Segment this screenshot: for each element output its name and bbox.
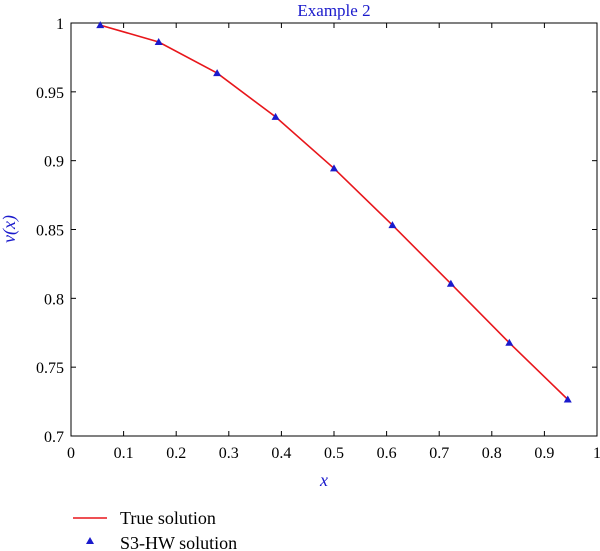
y-tick-label: 1 bbox=[56, 16, 64, 33]
s3-hw-solution-point bbox=[154, 37, 163, 45]
y-tick-label: 0.7 bbox=[44, 429, 64, 446]
x-tick-label: 0.4 bbox=[271, 445, 291, 462]
x-tick-label: 0 bbox=[67, 445, 75, 462]
y-tick-label: 0.75 bbox=[36, 360, 64, 377]
x-tick-labels: 0 0.1 0.2 0.3 0.4 0.5 0.6 0.7 0.8 0.9 1 bbox=[67, 445, 600, 462]
s3-hw-solution-point bbox=[505, 338, 514, 346]
s3-hw-solution-point bbox=[213, 69, 222, 77]
s3-hw-solution-point bbox=[563, 395, 572, 403]
axis-ticks bbox=[70, 22, 598, 437]
series-s3-hw-solution bbox=[96, 21, 572, 403]
x-tick-label: 0.3 bbox=[219, 445, 239, 462]
x-tick-label: 0.8 bbox=[482, 445, 502, 462]
true-solution-line bbox=[99, 24, 569, 401]
y-tick-labels: 0.7 0.75 0.8 0.85 0.9 0.95 1 bbox=[36, 16, 64, 446]
s3-hw-solution-point bbox=[446, 279, 455, 287]
x-tick-label: 0.2 bbox=[166, 445, 186, 462]
y-tick-label: 0.95 bbox=[36, 85, 64, 102]
y-tick-label: 0.85 bbox=[36, 223, 64, 240]
x-tick-label: 0.5 bbox=[324, 445, 344, 462]
x-tick-label: 0.9 bbox=[534, 445, 554, 462]
x-axis-label: x bbox=[319, 470, 328, 490]
s3-hw-solution-point bbox=[388, 221, 397, 229]
x-tick-label: 0.1 bbox=[114, 445, 134, 462]
s3-hw-solution-point bbox=[271, 112, 280, 120]
x-tick-label: 0.6 bbox=[377, 445, 397, 462]
s3-hw-solution-point bbox=[330, 164, 338, 172]
legend-label-true-solution: True solution bbox=[120, 508, 216, 528]
chart-title: Example 2 bbox=[297, 1, 370, 20]
y-tick-label: 0.9 bbox=[44, 154, 64, 171]
legend-triangle-marker bbox=[86, 537, 94, 544]
legend-label-s3-hw-solution: S3-HW solution bbox=[120, 533, 237, 551]
series-true-solution bbox=[99, 24, 569, 401]
x-tick-label: 0.7 bbox=[429, 445, 449, 462]
y-tick-label: 0.8 bbox=[44, 291, 64, 308]
y-axis-label: v(x) bbox=[0, 215, 20, 243]
plot-frame bbox=[70, 22, 598, 437]
s3-hw-solution-point bbox=[96, 21, 105, 29]
x-tick-label: 1 bbox=[593, 445, 600, 462]
legend: True solution S3-HW solution bbox=[73, 508, 237, 551]
